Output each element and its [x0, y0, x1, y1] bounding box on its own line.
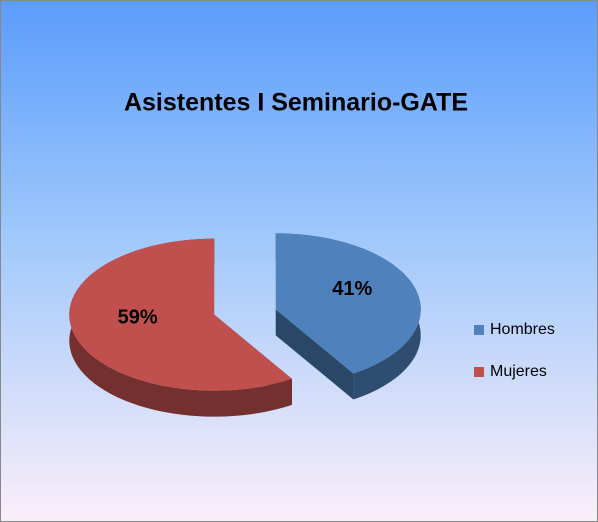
chart-title: Asistentes I Seminario-GATE: [124, 89, 468, 117]
slice-wall: [275, 309, 354, 400]
legend-label: Mujeres: [490, 363, 547, 380]
data-label: 41%: [332, 278, 372, 300]
pie-slice: [275, 233, 421, 374]
pie-slice: [69, 238, 292, 391]
slice-side: [69, 238, 292, 417]
data-label: 59%: [118, 307, 158, 329]
legend-label: Hombres: [490, 321, 555, 338]
legend-swatch: [474, 367, 484, 377]
legend-swatch: [474, 325, 484, 335]
